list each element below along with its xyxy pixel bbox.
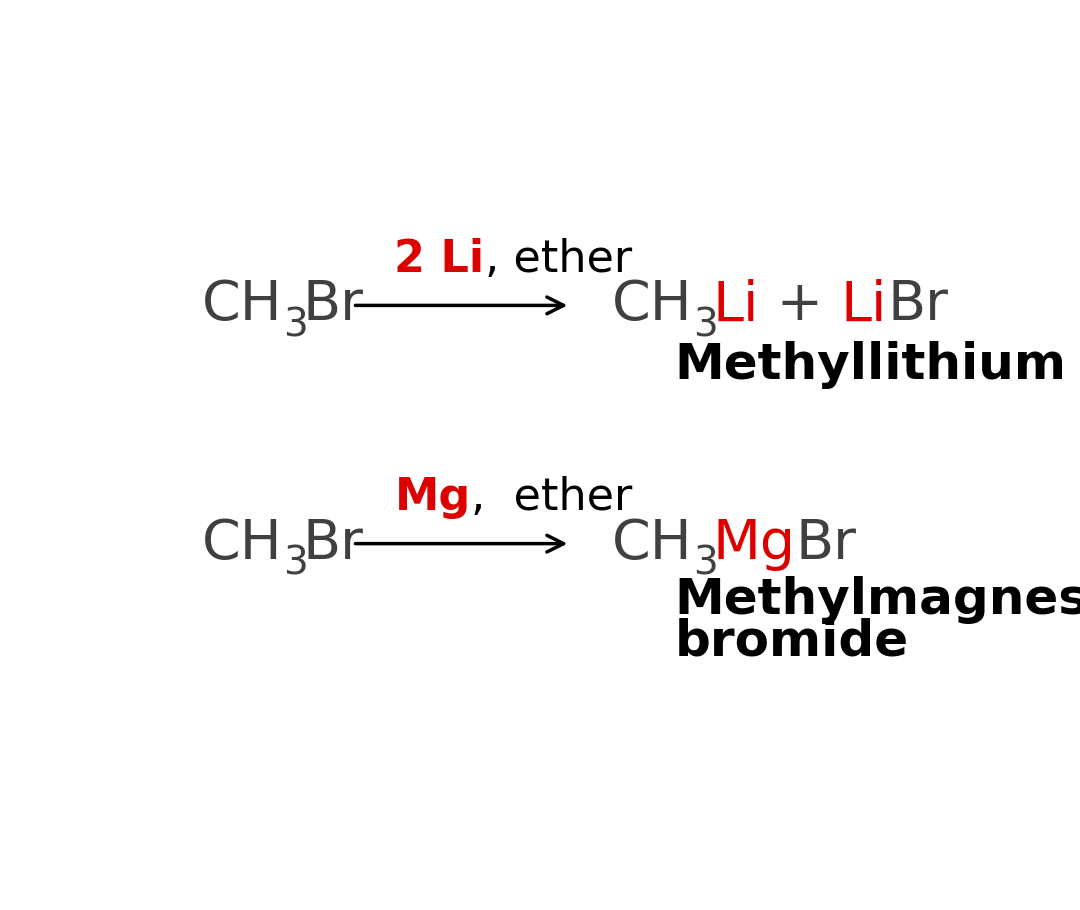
Text: Methylmagnesium: Methylmagnesium — [675, 576, 1080, 623]
Text: Br: Br — [302, 278, 363, 332]
Text: 3: 3 — [283, 544, 308, 582]
Text: 3: 3 — [283, 306, 308, 344]
Text: CH: CH — [202, 517, 283, 571]
Text: Li: Li — [840, 278, 888, 332]
Text: CH: CH — [612, 517, 692, 571]
Text: Li: Li — [713, 278, 759, 332]
Text: Br: Br — [302, 517, 363, 571]
Text: 3: 3 — [692, 306, 717, 344]
Text: ,  ether: , ether — [471, 476, 632, 519]
Text: , ether: , ether — [485, 238, 632, 281]
Text: CH: CH — [612, 278, 692, 332]
Text: Mg: Mg — [394, 476, 471, 519]
Text: Br: Br — [796, 517, 856, 571]
Text: 2 Li: 2 Li — [394, 238, 485, 281]
Text: CH: CH — [202, 278, 283, 332]
Text: bromide: bromide — [675, 618, 909, 666]
Text: Br: Br — [888, 278, 948, 332]
Text: Methyllithium: Methyllithium — [675, 341, 1067, 389]
Text: +: + — [759, 278, 840, 332]
Text: Mg: Mg — [713, 517, 796, 571]
Text: 3: 3 — [692, 544, 717, 582]
